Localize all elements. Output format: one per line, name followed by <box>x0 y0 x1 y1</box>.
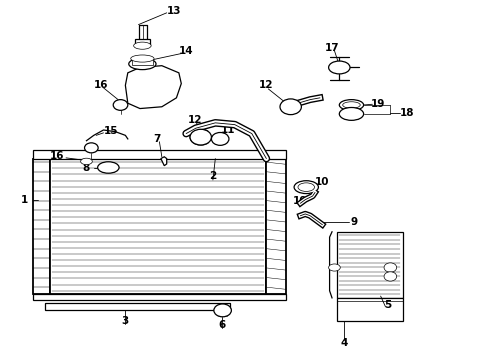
Bar <box>131 59 153 65</box>
Bar <box>135 39 149 45</box>
Ellipse shape <box>328 61 349 74</box>
Ellipse shape <box>383 263 396 272</box>
Polygon shape <box>125 66 181 109</box>
Text: 7: 7 <box>153 134 161 144</box>
Ellipse shape <box>293 181 318 194</box>
Text: 12: 12 <box>187 115 202 125</box>
Text: 4: 4 <box>340 338 347 347</box>
Text: 18: 18 <box>399 108 414 118</box>
Text: 10: 10 <box>293 197 307 206</box>
Bar <box>50 158 266 294</box>
Ellipse shape <box>383 272 396 281</box>
Text: 1: 1 <box>20 195 28 204</box>
Ellipse shape <box>81 158 92 165</box>
Bar <box>33 150 285 159</box>
Bar <box>33 158 50 294</box>
Bar <box>336 232 402 298</box>
Text: 14: 14 <box>179 46 193 57</box>
Ellipse shape <box>280 99 301 114</box>
Polygon shape <box>161 157 166 166</box>
Ellipse shape <box>342 102 360 108</box>
Text: 10: 10 <box>314 177 329 187</box>
Ellipse shape <box>133 42 151 49</box>
Ellipse shape <box>113 100 127 111</box>
Bar <box>33 294 285 300</box>
Text: 17: 17 <box>324 43 339 53</box>
Ellipse shape <box>297 183 314 192</box>
Text: 6: 6 <box>218 320 225 330</box>
Ellipse shape <box>328 264 340 271</box>
Text: 3: 3 <box>122 316 129 326</box>
Text: 12: 12 <box>259 80 273 90</box>
Ellipse shape <box>211 132 228 145</box>
Ellipse shape <box>130 55 154 62</box>
Text: 15: 15 <box>103 126 118 136</box>
Ellipse shape <box>84 143 98 153</box>
Text: 16: 16 <box>94 80 108 90</box>
Ellipse shape <box>128 58 156 69</box>
Text: 9: 9 <box>349 217 357 227</box>
Ellipse shape <box>339 108 363 120</box>
Text: 16: 16 <box>50 151 64 161</box>
Text: 8: 8 <box>82 163 90 173</box>
Ellipse shape <box>339 100 363 111</box>
Bar <box>45 302 229 310</box>
Ellipse shape <box>98 162 119 173</box>
Text: 2: 2 <box>209 171 216 181</box>
Ellipse shape <box>190 129 211 145</box>
Text: 13: 13 <box>166 6 181 16</box>
Text: 5: 5 <box>384 300 391 310</box>
Bar <box>336 298 402 321</box>
Ellipse shape <box>213 304 231 317</box>
Bar <box>266 158 285 294</box>
Text: 19: 19 <box>370 99 385 109</box>
Text: 11: 11 <box>221 125 235 135</box>
